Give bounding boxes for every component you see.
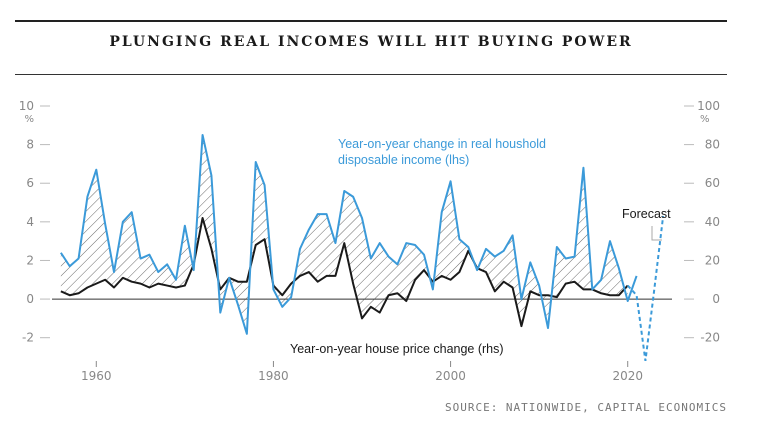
left-tick-label: 8: [26, 138, 34, 152]
left-tick-label: -2: [22, 331, 34, 345]
house-price-line: [60, 216, 629, 328]
x-tick-label: 1960: [81, 369, 112, 383]
right-tick-label: 60: [705, 176, 720, 190]
income-line: [60, 133, 638, 335]
left-tick-label: 6: [26, 176, 34, 190]
x-tick-label: 2020: [612, 369, 643, 383]
forecast-leader-line: [651, 226, 662, 241]
right-tick-label: 80: [705, 138, 720, 152]
income-annotation-line-1: Year-on-year change in real houshold: [338, 137, 546, 151]
right-axis-unit: %: [700, 114, 710, 125]
forecast-line: [626, 215, 665, 361]
income-annotation-line-2: disposable income (lhs): [338, 153, 469, 167]
top-rule: [15, 20, 727, 22]
x-tick-label: 1980: [258, 369, 289, 383]
title-rule: [15, 74, 727, 75]
right-tick-label: -20: [700, 331, 720, 345]
hatched-gap-area: [60, 134, 628, 334]
right-tick-label: 20: [705, 253, 720, 267]
source-note: SOURCE: NATIONWIDE, CAPITAL ECONOMICS: [444, 401, 727, 414]
left-axis-unit: %: [24, 114, 34, 125]
left-tick-label: 2: [26, 253, 34, 267]
left-tick-label: 4: [26, 215, 34, 229]
forecast-annotation: Forecast: [622, 207, 671, 221]
house-price-annotation: Year-on-year house price change (rhs): [290, 342, 504, 356]
chart-title: PLUNGING REAL INCOMES WILL HIT BUYING PO…: [109, 34, 633, 50]
x-tick-label: 2000: [435, 369, 466, 383]
left-tick-label: 10: [19, 99, 34, 113]
left-tick-label: 0: [26, 292, 34, 306]
right-tick-label: 100: [697, 99, 720, 113]
right-tick-label: 0: [712, 292, 720, 306]
right-tick-label: 40: [705, 215, 720, 229]
